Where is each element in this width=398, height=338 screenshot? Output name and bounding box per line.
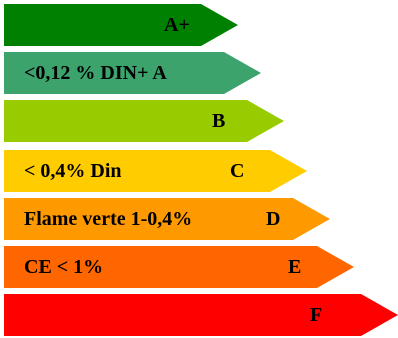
class-description-a: <0,12 % DIN+ A	[24, 62, 167, 84]
class-label-a-plus: A+	[164, 14, 190, 36]
class-bar-b: B	[4, 100, 284, 142]
class-description-c: < 0,4% Din	[24, 160, 122, 182]
class-bar-f: F	[4, 294, 398, 336]
class-bar-c: < 0,4% Din C	[4, 150, 307, 192]
class-label-c: C	[230, 160, 245, 182]
class-bar-d: Flame verte 1-0,4% D	[4, 198, 330, 240]
class-label-b: B	[212, 110, 226, 132]
class-bar-a-plus: A+	[4, 4, 238, 46]
class-label-e: E	[288, 256, 302, 278]
class-description-e: CE < 1%	[24, 256, 104, 278]
class-bar-a: <0,12 % DIN+ A	[4, 52, 261, 94]
class-label-d: D	[266, 208, 281, 230]
class-label-f: F	[310, 304, 323, 326]
class-description-d: Flame verte 1-0,4%	[24, 208, 193, 230]
class-bar-e: CE < 1% E	[4, 246, 354, 288]
